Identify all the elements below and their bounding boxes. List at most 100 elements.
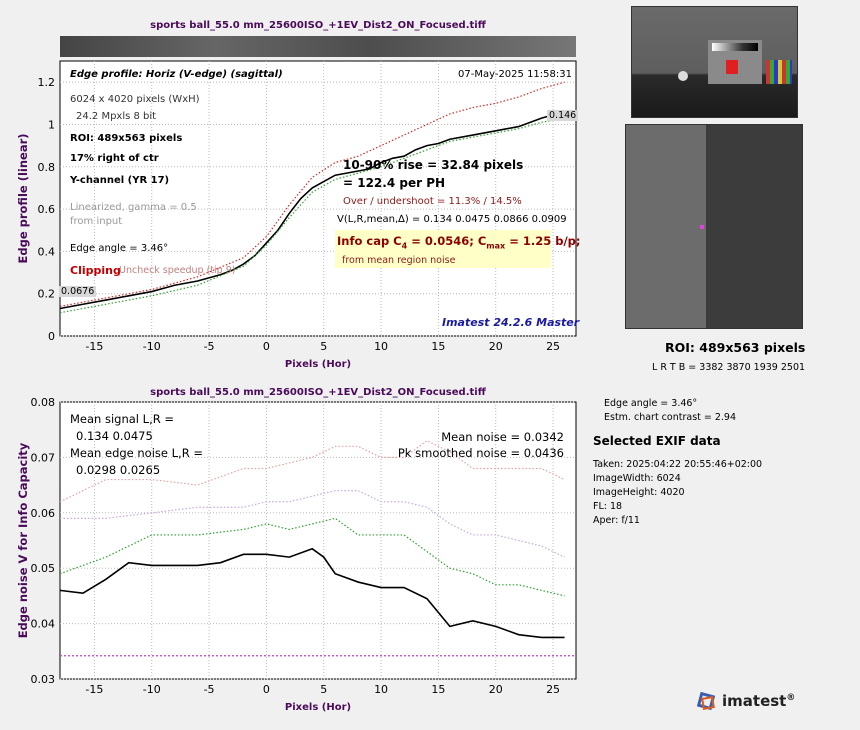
info-cap-sub: 4 [401,241,408,251]
y-tick-label: 1 [48,118,55,131]
pk-smoothed-noise-label: Pk smoothed noise = 0.0436 [397,446,564,460]
x-tick-label: 10 [374,683,388,696]
color-checker [766,60,792,84]
imatest-logo-icon [696,691,717,712]
low-level-label: 0.0676 [59,286,97,297]
y-tick-label: 0.08 [31,396,56,409]
roi-center-marker [700,225,704,229]
y-axis-label: Edge noise V for Info Capacity [16,442,30,638]
megapixels: 24.2 Mpxls 8 bit [76,111,157,122]
y-tick-label: 0.07 [31,451,56,464]
x-tick-label: -10 [143,683,161,696]
overshoot-info: Over / undershoot = 11.3% / 14.5% [343,196,522,207]
exif-taken: Taken: 2025:04:22 20:55:46+02:00 [593,459,763,470]
clipping-note: Uncheck speedup (tip 9) [119,265,236,276]
y-axis-label: Edge profile (linear) [16,133,30,263]
edge-noise-chart: -15 -10 -5 0 5 10 15 20 25 0.03 0.04 0.05 0.06 0.07 0.… [16,396,577,713]
mean-noise-label: Mean noise = 0.0342 [441,430,564,444]
linearized-note: Linearized, gamma = 0.5 [70,202,197,213]
mean-edge-noise-label: Mean edge noise L,R = [70,446,203,460]
date-stamp: 07-May-2025 11:58:31 [458,69,572,80]
gray-patches [712,43,758,51]
y-tick-label: 0 [48,330,55,343]
imatest-logo-text: imatest® [722,692,795,710]
side-roi: ROI: 489x563 pixels [665,340,806,355]
logo-word: imatest [722,692,787,710]
y-tick-label: 0.6 [38,203,56,216]
series-line-0-1 [59,117,565,314]
edge-profile-heading: Edge profile: Horiz (V-edge) (sagittal) [70,69,283,80]
exif-height: ImageHeight: 4020 [593,487,685,498]
plot-area [59,60,577,337]
roi-thumbnail [625,124,803,329]
roi-marker [726,60,738,74]
y-tick-label: 0.04 [31,618,56,631]
plot-area [59,401,577,680]
x-tick-label: 15 [431,683,445,696]
y-tick-label: 0.4 [38,245,56,258]
x-axis-label: Pixels (Hor) [285,702,351,713]
mean-signal-values: 0.134 0.0475 [76,429,153,443]
top-chart-title: sports ball_55.0 mm_25600ISO_+1EV_Dist2_… [150,20,486,31]
sports-ball [678,71,688,81]
info-cap-label: Info cap C [337,234,402,248]
roi-bounds: L R T B = 3382 3870 1939 2501 [652,362,806,373]
x-tick-label: 5 [320,683,327,696]
exif-width: ImageWidth: 6024 [593,473,681,484]
mean-signal-label: Mean signal L,R = [70,412,175,426]
bottom-chart-title: sports ball_55.0 mm_25600ISO_+1EV_Dist2_… [150,387,486,398]
chart-target [708,40,762,84]
x-tick-label: 25 [546,683,560,696]
series-line-0-2 [59,81,565,307]
y-tick-label: 0.8 [38,161,56,174]
image-dims: 6024 x 4020 pixels (WxH) [70,94,200,105]
x-tick-label: 5 [320,340,327,353]
x-tick-label: 20 [489,340,503,353]
rise-per-ph: = 122.4 per PH [343,176,446,190]
series-line-0-0 [59,110,565,310]
y-tick-label: 0.05 [31,562,56,575]
edge-strip-image [60,36,576,57]
x-tick-label: -5 [204,340,215,353]
series-line-1-1 [59,517,565,597]
x-tick-label: 0 [263,683,270,696]
edge-profile-chart: -15 -10 -5 0 5 10 15 20 25 0 0.2 0.4 0.6 0.8 1 1.2 Pixel… [16,60,577,370]
y-tick-label: 0.03 [31,673,56,686]
x-tick-label: 15 [431,340,445,353]
info-capacity-line: Info cap C4 = 0.0546; Cmax = 1.25 b/p; [337,234,580,250]
imatest-version: Imatest 24.2.6 Master [442,316,580,329]
from-input-note: from input [70,216,123,227]
x-tick-label: 0 [263,340,270,353]
x-tick-label: 25 [546,340,560,353]
chart-contrast: Estm. chart contrast = 2.94 [604,412,737,423]
clipping-warning: Clipping [70,264,121,277]
x-tick-label: 20 [489,683,503,696]
roi-offset: 17% right of ctr [70,153,159,164]
scene-thumbnail [631,6,798,118]
high-level-label: 0.146 [547,110,579,121]
exif-focal-length: FL: 18 [593,501,623,512]
x-tick-label: -5 [204,683,215,696]
y-tick-label: 0.2 [38,288,56,301]
y-tick-label: 1.2 [38,76,56,89]
series-line-1-0 [59,547,565,639]
rise-distance: 10-90% rise = 32.84 pixels [343,158,524,172]
x-tick-label: -15 [85,683,103,696]
x-tick-label: -10 [143,340,161,353]
info-cap-value: = 0.0546; C [407,234,487,248]
x-tick-label: 10 [374,340,388,353]
side-edge-angle: Edge angle = 3.46° [604,398,698,409]
x-tick-label: -15 [85,340,103,353]
mean-edge-noise-values: 0.0298 0.0265 [76,463,161,477]
exif-title: Selected EXIF data [593,434,721,448]
x-axis-label: Pixels (Hor) [285,359,351,370]
info-cap-note: from mean region noise [342,255,456,266]
channel-info: Y-channel (YR 17) [70,175,170,186]
v-values: V(L,R,mean,∆) = 0.134 0.0475 0.0866 0.09… [337,214,567,225]
y-tick-label: 0.06 [31,507,56,520]
cmax-value: = 1.25 b/p; [505,234,581,248]
cmax-sub: max [486,241,506,251]
logo-registered: ® [786,693,796,703]
exif-aperture: Aper: f/11 [593,515,640,526]
info-capacity-box: Info cap C4 = 0.0546; Cmax = 1.25 b/p; f… [335,230,580,268]
